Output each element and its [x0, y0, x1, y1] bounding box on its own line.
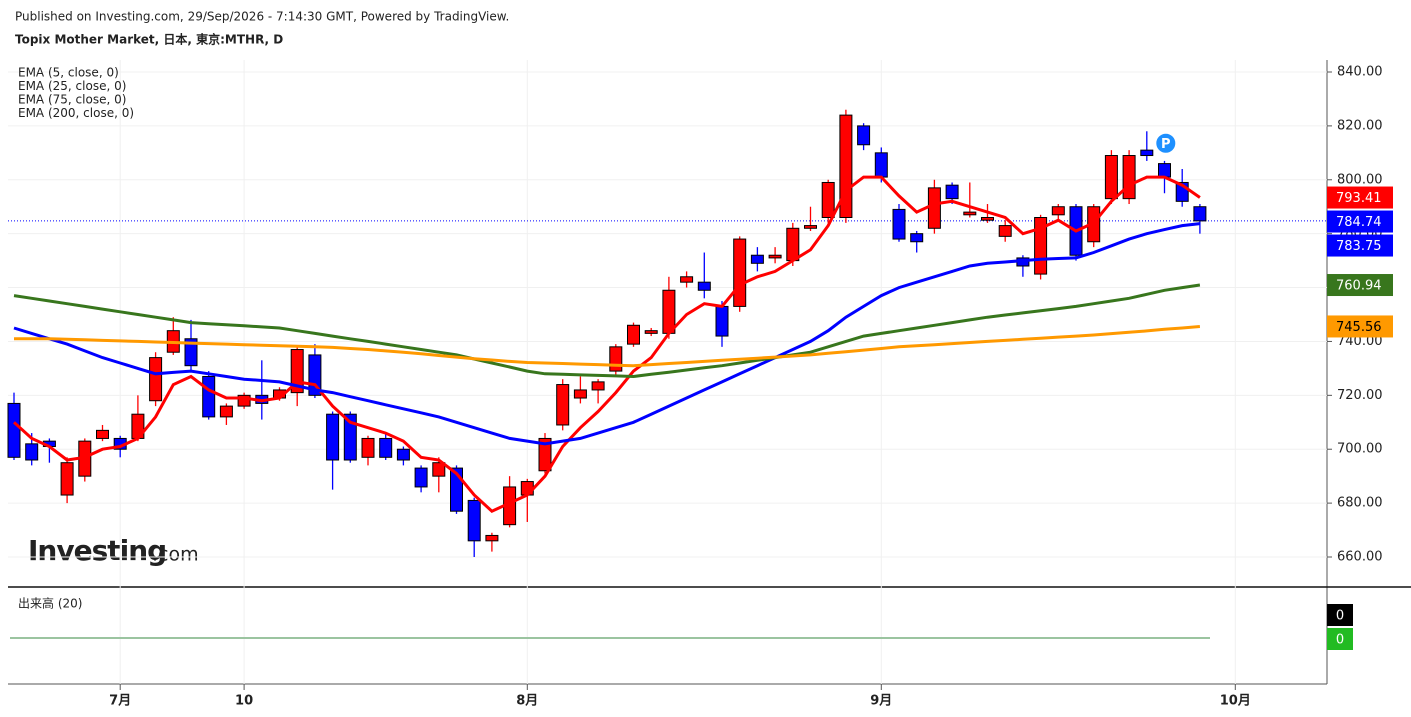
annotation-label: P [1161, 137, 1171, 152]
candle-body [874, 152, 888, 178]
legend-entry: EMA (5, close, 0) [18, 66, 119, 80]
candle-body [556, 384, 570, 426]
candle-body [839, 114, 853, 218]
candle-body [821, 181, 835, 219]
volume-tag [1327, 604, 1353, 626]
y-tick-label: 800.00 [1337, 172, 1383, 187]
logo-suffix: .com [152, 544, 199, 566]
y-tick-label: 820.00 [1337, 118, 1383, 133]
candle-body [414, 467, 428, 488]
candle-body [396, 448, 410, 461]
x-tick-label: 8月 [516, 694, 538, 709]
candle-body [963, 211, 977, 216]
last-value-tag [1327, 210, 1393, 233]
candle-body [1158, 163, 1171, 178]
last-value-label: 793.41 [1336, 191, 1382, 206]
ema-line [13, 222, 1201, 446]
candle-body [184, 338, 198, 367]
ema-line [12, 175, 1201, 513]
candle-body [591, 381, 605, 391]
y-tick-label: 680.00 [1337, 496, 1383, 511]
ema-line [13, 283, 1201, 379]
candle-body [786, 227, 800, 262]
candle-body [927, 187, 941, 229]
candle-body [998, 225, 1012, 237]
candle-body [768, 254, 782, 259]
candle-body [1193, 206, 1207, 222]
candle-body [715, 305, 729, 337]
annotation-marker [1155, 132, 1177, 154]
candle-body [25, 443, 39, 461]
grid [8, 60, 1327, 684]
last-value-tag [1327, 186, 1393, 209]
last-value-tag [1327, 274, 1393, 297]
legend-entry: EMA (25, close, 0) [18, 79, 126, 93]
y-tick-label: 740.00 [1337, 334, 1383, 349]
volume-tag-label: 0 [1336, 609, 1344, 624]
published-note: Published on Investing.com, 29/Sep/2026 … [15, 10, 509, 24]
logo-brand: Investing [28, 534, 166, 567]
candle-body [697, 281, 711, 291]
legend-entry: EMA (200, close, 0) [18, 106, 134, 120]
candle-body [733, 238, 747, 307]
volume-tag [1327, 628, 1353, 650]
candle-body [945, 184, 959, 200]
last-value-label: 783.75 [1336, 239, 1382, 254]
candle-body [538, 437, 552, 472]
last-value-label: 745.56 [1336, 320, 1382, 335]
last-value-tag [1327, 315, 1393, 338]
y-tick-label: 720.00 [1337, 388, 1383, 403]
candle-body [680, 276, 694, 283]
candle-body [379, 437, 393, 458]
candle-body [910, 233, 924, 243]
candle-body [644, 330, 658, 334]
y-tick-label: 700.00 [1337, 442, 1383, 457]
x-tick-label: 7月 [109, 694, 131, 709]
y-tick-label: 660.00 [1337, 550, 1383, 565]
last-value-tag [1327, 234, 1393, 257]
legend-entry: EMA (75, close, 0) [18, 93, 126, 107]
x-tick-label: 10月 [1220, 694, 1251, 709]
candle-body [202, 375, 216, 418]
volume-tag-label: 0 [1336, 633, 1344, 648]
candle-body [432, 462, 446, 477]
candle-body [361, 437, 375, 458]
x-tick-label: 9月 [870, 694, 892, 709]
last-value-label: 784.74 [1336, 215, 1382, 230]
volume-title: 出来高 (20) [18, 596, 82, 611]
candle-body [627, 324, 640, 345]
candle-body [981, 217, 994, 221]
candle-body [857, 125, 871, 146]
candle-body [804, 225, 817, 229]
candle-body [237, 394, 251, 407]
candle-body [485, 534, 499, 542]
candle-body [96, 429, 109, 439]
candle-body [1122, 155, 1136, 200]
chart-title: Topix Mother Market, 日本, 東京:MTHR, D [15, 32, 283, 47]
candle-body [219, 405, 233, 418]
candle-body [326, 413, 340, 461]
candle-body [343, 413, 357, 461]
x-tick-label: 10 [235, 694, 253, 709]
candle-body [1051, 206, 1065, 216]
candle-body [149, 357, 163, 402]
last-value-label: 760.94 [1336, 279, 1382, 294]
candle-body [609, 346, 623, 372]
candle-body [750, 254, 764, 264]
candle-body [573, 389, 587, 399]
candle-body [467, 499, 481, 542]
candle-body [1104, 155, 1118, 200]
ema-line [14, 325, 1201, 368]
candle-body [1140, 149, 1154, 157]
candle-body [892, 208, 906, 240]
y-tick-label: 840.00 [1337, 65, 1383, 80]
candle-body [7, 402, 21, 458]
candle-body [60, 462, 74, 496]
